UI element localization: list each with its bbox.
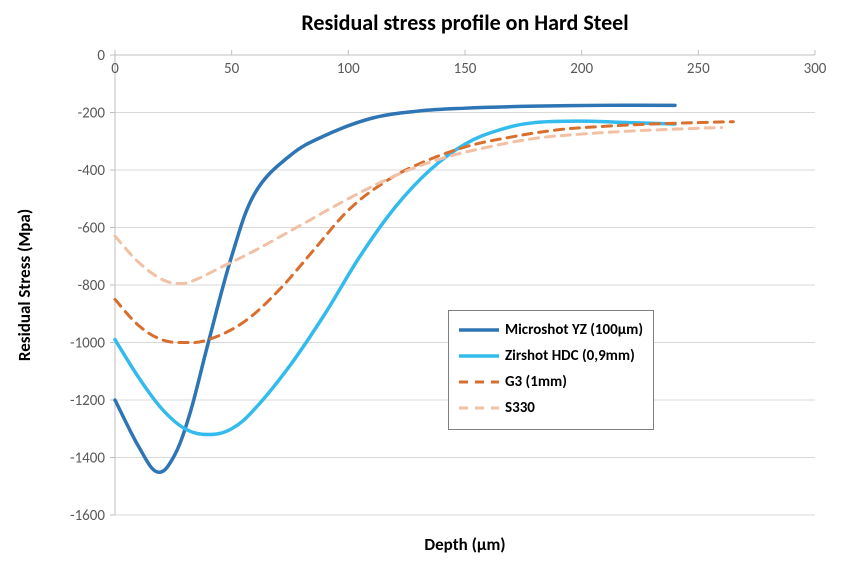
y-tick-label: -1000 — [70, 335, 105, 353]
y-tick-label: -1200 — [70, 392, 105, 410]
y-tick-label: -200 — [78, 105, 106, 123]
y-tick-label: -600 — [78, 220, 106, 238]
y-tick-label: -800 — [78, 277, 106, 295]
x-tick-label: 250 — [687, 60, 710, 78]
legend-label: Zirshot HDC (0,9mm) — [505, 347, 635, 365]
legend-label: Microshot YZ (100µm) — [505, 321, 643, 339]
y-tick-label: 0 — [97, 47, 105, 65]
legend: Microshot YZ (100µm) Zirshot HDC (0,9mm) G… — [448, 310, 654, 430]
x-tick-label: 300 — [804, 60, 827, 78]
legend-label: S330 — [505, 399, 535, 417]
legend-line-icon — [459, 398, 499, 418]
legend-item-0: Microshot YZ (100µm) — [459, 317, 643, 343]
x-tick-label: 150 — [454, 60, 477, 78]
legend-line-icon — [459, 346, 499, 366]
chart-svg: 0 50 100 150 200 250 300 0 -200 -400 -600 -800 -1000… — [0, 0, 854, 569]
y-tick-label: -400 — [78, 162, 106, 180]
legend-line-icon — [459, 320, 499, 340]
x-tick-label: 50 — [224, 60, 240, 78]
x-tick-label: 100 — [337, 60, 360, 78]
legend-item-1: Zirshot HDC (0,9mm) — [459, 343, 643, 369]
legend-item-3: S330 — [459, 395, 643, 421]
legend-item-2: G3 (1mm) — [459, 369, 643, 395]
chart-container: 0 50 100 150 200 250 300 0 -200 -400 -600 -800 -1000… — [0, 0, 854, 569]
legend-line-icon — [459, 372, 499, 392]
x-tick-label: 200 — [570, 60, 593, 78]
chart-title: Residual stress profile on Hard Steel — [301, 9, 628, 36]
legend-label: G3 (1mm) — [505, 373, 567, 391]
series-line-3 — [115, 127, 722, 283]
y-tick-label: -1600 — [70, 507, 105, 525]
x-axis-label: Depth (µm) — [424, 534, 505, 555]
x-tick-label: 0 — [111, 60, 119, 78]
y-tick-label: -1400 — [70, 450, 105, 468]
y-axis-label: Residual Stress (Mpa) — [14, 209, 35, 361]
